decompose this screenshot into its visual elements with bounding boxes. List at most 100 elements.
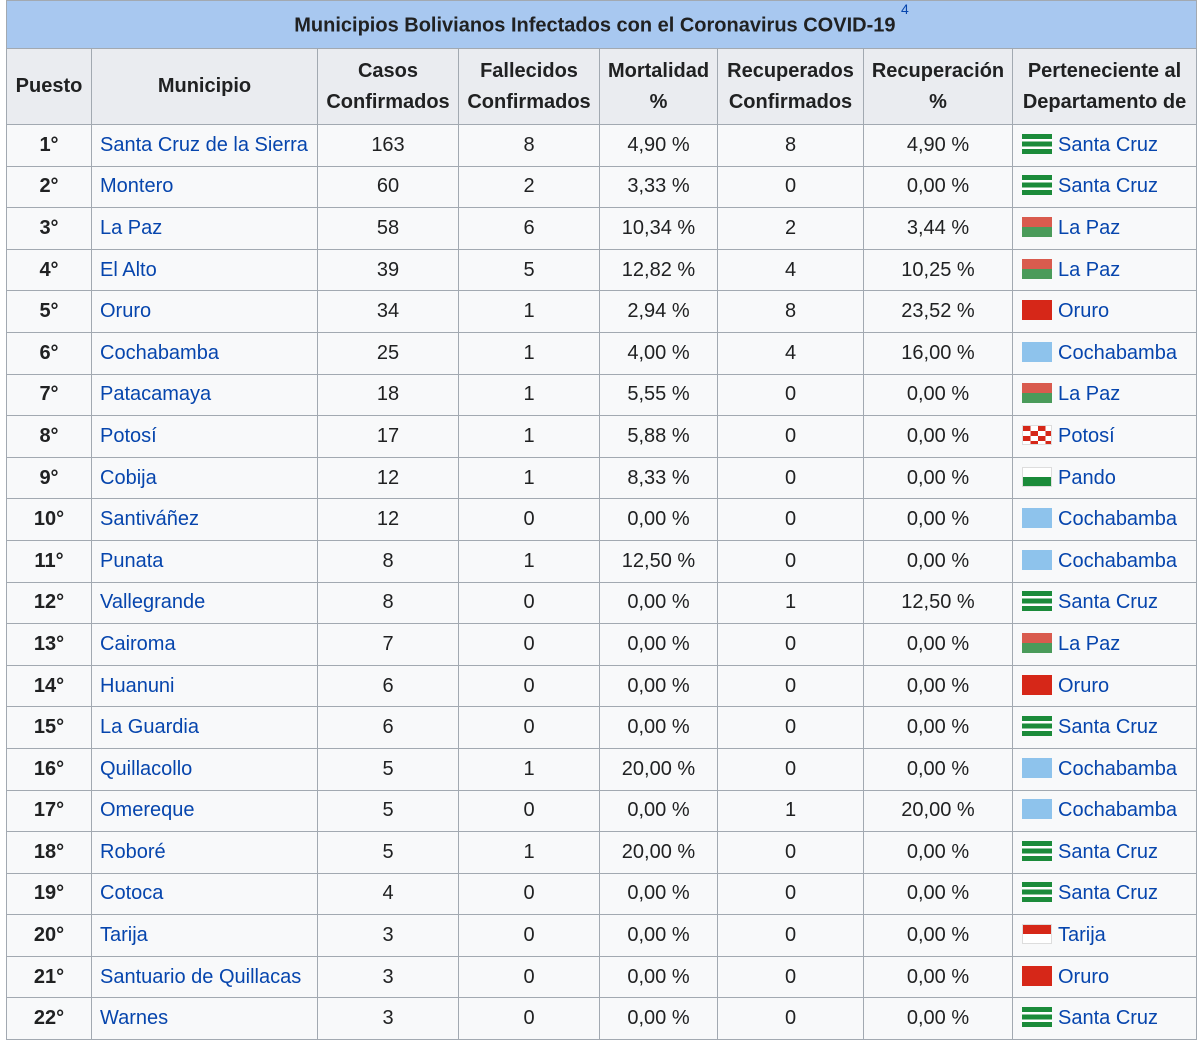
municipio-link[interactable]: Punata (91, 539, 318, 583)
departamento-link[interactable]: La Paz (1058, 632, 1121, 655)
departamento-link[interactable]: Santa Cruz (1058, 840, 1159, 863)
departamento-link[interactable]: Cochabamba (1058, 549, 1177, 572)
municipio-link[interactable]: El Alto (91, 248, 318, 292)
recuperacion-cell: 0,00 % (863, 955, 1013, 999)
rank-cell: 18° (6, 831, 92, 874)
recuperacion-cell: 0,00 % (863, 747, 1013, 791)
departamento-link[interactable]: Oruro (1058, 300, 1110, 323)
table-row: 12° Vallegrande 8 0 0,00 % 1 12,50 % Santa Cruz (6, 581, 1198, 625)
rank-cell: 1° (6, 124, 92, 167)
fallecidos-cell: 5 (458, 248, 600, 292)
table-row: 11° Punata 8 1 12,50 % 0 0,00 % Cochabamba (6, 539, 1198, 583)
departamento-link[interactable]: La Paz (1058, 383, 1121, 406)
header-row: Puesto Municipio Casos Confirmados Fallec… (6, 48, 1198, 125)
departamento-link[interactable]: La Paz (1058, 258, 1121, 281)
rank-cell: 9° (6, 456, 92, 500)
departamento-link[interactable]: Pando (1058, 466, 1116, 489)
municipio-link[interactable]: Potosí (91, 415, 318, 458)
recuperacion-cell: 10,25 % (863, 248, 1013, 292)
departamento-link[interactable]: Cochabamba (1058, 508, 1177, 531)
departamento-link[interactable]: Cochabamba (1058, 757, 1177, 780)
municipio-link[interactable]: Cotoca (91, 872, 318, 916)
recuperados-cell: 0 (717, 831, 864, 874)
caption-reference-link[interactable]: 4 (901, 1, 909, 18)
mortalidad-cell: 4,00 % (599, 331, 718, 375)
municipio-link[interactable]: Santa Cruz de la Sierra (91, 124, 318, 167)
municipio-link[interactable]: Patacamaya (91, 373, 318, 417)
recuperacion-cell: 0,00 % (863, 664, 1013, 708)
caption-text: Municipios Bolivianos Infectados con el … (294, 14, 896, 37)
cochabamba-flag-icon (1022, 508, 1052, 529)
header-municipio: Municipio (91, 48, 318, 125)
casos-cell: 25 (317, 331, 459, 375)
fallecidos-cell: 1 (458, 373, 600, 417)
municipio-link[interactable]: Omereque (91, 789, 318, 833)
municipio-link[interactable]: Vallegrande (91, 581, 318, 625)
departamento-link[interactable]: Potosí (1058, 424, 1115, 447)
departamento-link[interactable]: Santa Cruz (1058, 1007, 1159, 1030)
municipio-link[interactable]: Santiváñez (91, 498, 318, 541)
la-paz-flag-icon (1022, 632, 1052, 653)
departamento-link[interactable]: Santa Cruz (1058, 716, 1159, 739)
mortalidad-cell: 5,88 % (599, 415, 718, 458)
rank-cell: 2° (6, 165, 92, 209)
cochabamba-flag-icon (1022, 341, 1052, 362)
municipio-link[interactable]: Tarija (91, 914, 318, 957)
mortalidad-cell: 8,33 % (599, 456, 718, 500)
mortalidad-cell: 0,00 % (599, 872, 718, 916)
mortalidad-cell: 4,90 % (599, 124, 718, 167)
la-paz-flag-icon (1022, 383, 1052, 404)
table-caption: Municipios Bolivianos Infectados con el … (5, 0, 1198, 49)
fallecidos-cell: 1 (458, 415, 600, 458)
recuperados-cell: 0 (717, 955, 864, 999)
municipio-link[interactable]: Santuario de Quillacas (91, 955, 318, 999)
mortalidad-cell: 12,50 % (599, 539, 718, 583)
santa-cruz-flag-icon (1022, 1007, 1052, 1028)
fallecidos-cell: 0 (458, 914, 600, 957)
fallecidos-cell: 0 (458, 997, 600, 1040)
departamento-cell: Santa Cruz (1011, 165, 1198, 209)
mortalidad-cell: 0,00 % (599, 623, 718, 666)
municipio-link[interactable]: Cairoma (91, 623, 318, 666)
departamento-link[interactable]: Oruro (1058, 674, 1110, 697)
municipio-link[interactable]: La Paz (91, 207, 318, 250)
departamento-link[interactable]: Cochabamba (1058, 799, 1177, 822)
municipio-link[interactable]: Huanuni (91, 664, 318, 708)
municipio-link[interactable]: Cochabamba (91, 331, 318, 375)
mortalidad-cell: 0,00 % (599, 955, 718, 999)
municipio-link[interactable]: Quillacollo (91, 747, 318, 791)
table-row: 16° Quillacollo 5 1 20,00 % 0 0,00 % Cochabamba (6, 747, 1198, 791)
fallecidos-cell: 1 (458, 539, 600, 583)
casos-cell: 8 (317, 581, 459, 625)
municipio-link[interactable]: Oruro (91, 290, 318, 333)
departamento-cell: La Paz (1011, 207, 1198, 250)
recuperados-cell: 0 (717, 415, 864, 458)
table-row: 8° Potosí 17 1 5,88 % 0 0,00 % Potosí (6, 415, 1198, 458)
departamento-link[interactable]: Cochabamba (1058, 341, 1177, 364)
departamento-link[interactable]: Oruro (1058, 965, 1110, 988)
departamento-cell: Oruro (1011, 290, 1198, 333)
municipio-link[interactable]: Montero (91, 165, 318, 209)
recuperacion-cell: 23,52 % (863, 290, 1013, 333)
recuperados-cell: 0 (717, 706, 864, 749)
tarija-flag-icon (1022, 924, 1052, 945)
departamento-cell: Oruro (1011, 955, 1198, 999)
departamento-link[interactable]: Tarija (1058, 924, 1106, 947)
recuperacion-cell: 0,00 % (863, 456, 1013, 500)
municipio-link[interactable]: Roboré (91, 831, 318, 874)
departamento-link[interactable]: Santa Cruz (1058, 175, 1159, 198)
departamento-link[interactable]: Santa Cruz (1058, 882, 1159, 905)
municipio-link[interactable]: La Guardia (91, 706, 318, 749)
municipio-link[interactable]: Cobija (91, 456, 318, 500)
santa-cruz-flag-icon (1022, 591, 1052, 612)
departamento-link[interactable]: Santa Cruz (1058, 591, 1159, 614)
departamento-link[interactable]: La Paz (1058, 216, 1121, 239)
departamento-cell: Cochabamba (1011, 789, 1198, 833)
departamento-cell: Santa Cruz (1011, 872, 1198, 916)
casos-cell: 7 (317, 623, 459, 666)
fallecidos-cell: 6 (458, 207, 600, 250)
departamento-link[interactable]: Santa Cruz (1058, 133, 1159, 156)
departamento-cell: Oruro (1011, 664, 1198, 708)
municipio-link[interactable]: Warnes (91, 997, 318, 1040)
mortalidad-cell: 3,33 % (599, 165, 718, 209)
